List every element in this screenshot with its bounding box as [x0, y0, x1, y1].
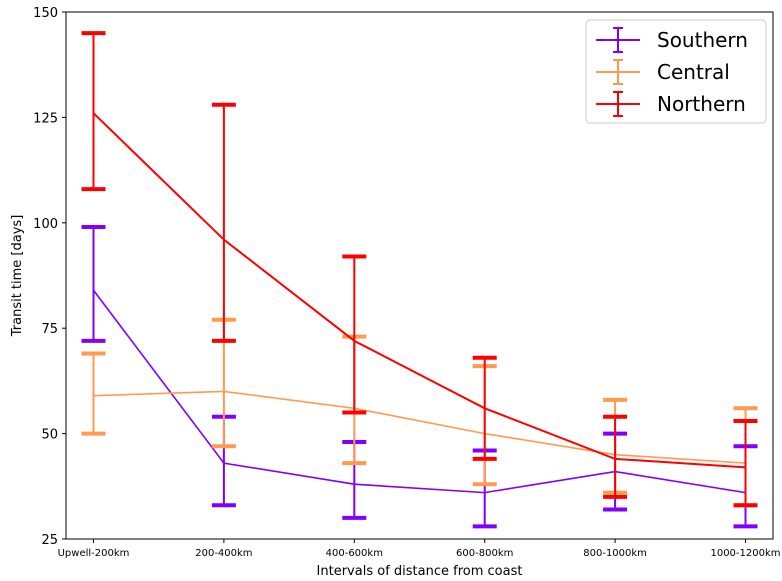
- plot-area: [81, 31, 758, 529]
- series-line: [93, 390, 746, 464]
- legend-item-southern: Southern: [596, 27, 748, 53]
- y-tick-label: 125: [33, 111, 58, 126]
- plot-frame: [65, 11, 774, 540]
- x-tick-label: 600-800km: [456, 548, 513, 559]
- x-axis-label: Intervals of distance from coast: [317, 564, 523, 579]
- legend-frame: [585, 19, 767, 124]
- legend-label: Southern: [657, 28, 748, 52]
- series-line: [92, 112, 746, 469]
- legend-item-northern: Northern: [596, 91, 746, 117]
- x-tick-label: 200-400km: [195, 548, 252, 559]
- legend-label: Northern: [657, 92, 746, 116]
- series-line: [92, 289, 746, 494]
- series-southern: [81, 225, 758, 529]
- y-tick-label: 25: [41, 533, 58, 548]
- x-tick-label: 400-600km: [326, 548, 383, 559]
- series-northern: [81, 31, 758, 508]
- y-tick-label: 75: [41, 322, 58, 337]
- legend-item-central: Central: [596, 59, 730, 85]
- x-tick-label: Upwell-200km: [58, 548, 130, 559]
- y-tick-label: 150: [33, 6, 58, 21]
- legend-label: Central: [657, 60, 730, 84]
- y-axis: 25 50 75 100 125 150: [33, 6, 66, 548]
- y-tick-label: 50: [41, 428, 58, 443]
- x-tick-label: 800-1000km: [583, 548, 647, 559]
- y-axis-label: Transit time [days]: [10, 215, 25, 338]
- x-axis: Upwell-200km 200-400km 400-600km 600-800km 8…: [58, 539, 781, 559]
- x-tick-label: 1000-1200km: [710, 548, 780, 559]
- legend: Southern Central Northern: [585, 19, 767, 124]
- y-tick-label: 100: [33, 217, 58, 232]
